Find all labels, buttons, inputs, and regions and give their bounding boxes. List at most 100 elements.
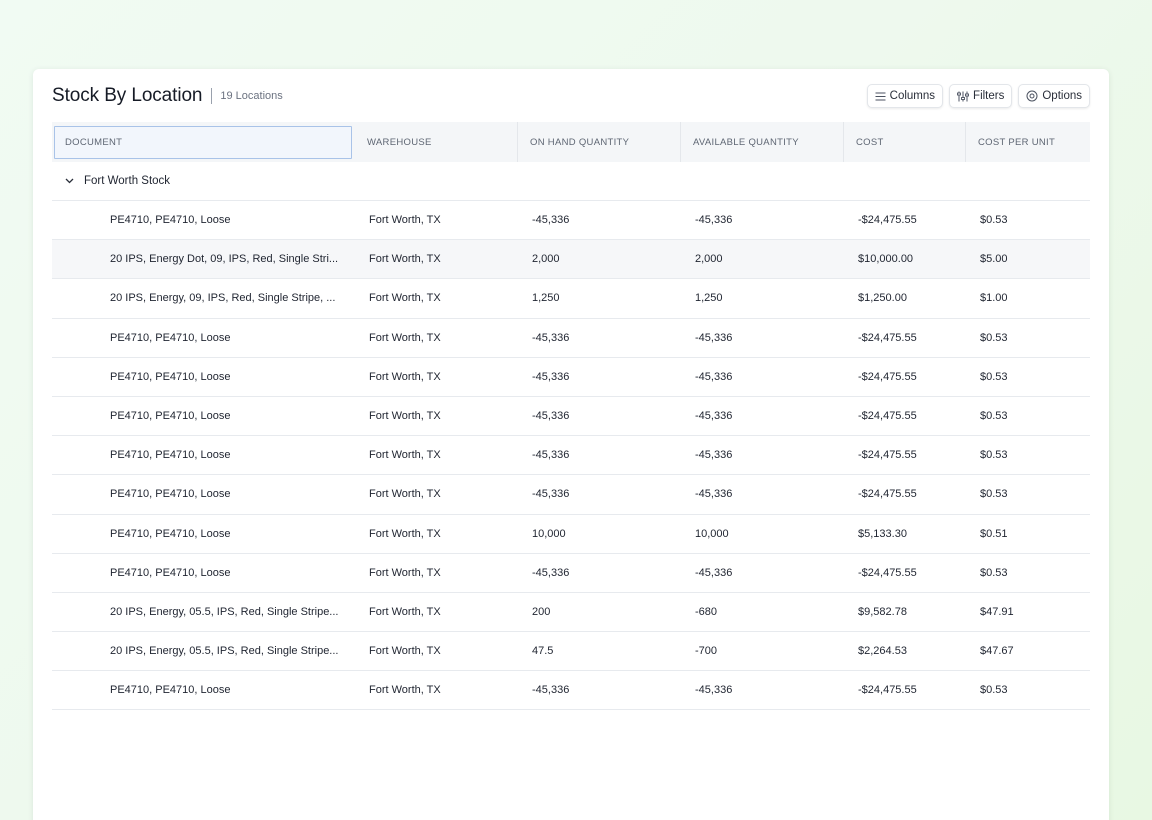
stock-by-location-panel: Stock By Location 19 Locations Columns F… [33,69,1109,820]
cell-warehouse: Fort Worth, TX [369,488,441,501]
cell-document: PE4710, PE4710, Loose [110,488,231,501]
cell-document: 20 IPS, Energy, 05.5, IPS, Red, Single S… [110,605,339,618]
stock-table: DOCUMENT WAREHOUSE ON HAND QUANTITY AVAI… [52,122,1090,711]
cell-available-quantity: -700 [695,645,718,658]
cell-on-hand-quantity: -45,336 [532,214,570,227]
cell-document: PE4710, PE4710, Loose [110,410,231,423]
table-row[interactable]: PE4710, PE4710, Loose Fort Worth, TX -45,3… [52,201,1090,241]
table-body: PE4710, PE4710, Loose Fort Worth, TX -45,3… [52,201,1090,711]
cell-warehouse: Fort Worth, TX [369,370,441,383]
cell-on-hand-quantity: 200 [532,605,551,618]
column-header-cost[interactable]: COST [843,122,965,162]
table-row[interactable]: PE4710, PE4710, Loose Fort Worth, TX -45,3… [52,475,1090,515]
table-row[interactable]: 20 IPS, Energy Dot, 09, IPS, Red, Single… [52,240,1090,280]
cell-available-quantity: -45,336 [695,370,733,383]
title-divider [211,88,213,104]
cell-cost-per-unit: $0.53 [980,684,1008,697]
cell-cost-per-unit: $0.53 [980,566,1008,579]
cell-available-quantity: 10,000 [695,527,729,540]
cell-on-hand-quantity: 10,000 [532,527,566,540]
column-header-cost-per-unit[interactable]: COST PER UNIT [965,122,1088,162]
cell-cost-per-unit: $0.53 [980,331,1008,344]
cell-document: PE4710, PE4710, Loose [110,527,231,540]
cell-available-quantity: -45,336 [695,566,733,579]
column-header-available-quantity[interactable]: AVAILABLE QUANTITY [680,122,843,162]
table-row[interactable]: 20 IPS, Energy, 09, IPS, Red, Single Str… [52,279,1090,319]
column-header-warehouse[interactable]: WAREHOUSE [367,136,432,148]
cell-cost: -$24,475.55 [858,410,917,423]
table-row[interactable]: 20 IPS, Energy, 05.5, IPS, Red, Single S… [52,593,1090,633]
cell-cost: $2,264.53 [858,645,907,658]
cell-cost-per-unit: $0.53 [980,488,1008,501]
cell-available-quantity: -680 [695,605,718,618]
options-button-label: Options [1042,90,1082,102]
options-button[interactable]: Options [1018,84,1090,108]
cell-cost-per-unit: $0.53 [980,214,1008,227]
panel-header: Stock By Location 19 Locations Columns F… [52,83,1090,109]
cell-on-hand-quantity: -45,336 [532,370,570,383]
table-header: DOCUMENT WAREHOUSE ON HAND QUANTITY AVAI… [52,122,1090,162]
list-lines-icon [875,91,886,101]
table-row[interactable]: PE4710, PE4710, Loose Fort Worth, TX 10,00… [52,515,1090,554]
cell-cost: $5,133.30 [858,527,907,540]
cell-cost: -$24,475.55 [858,684,917,697]
cell-available-quantity: -45,336 [695,410,733,423]
cell-warehouse: Fort Worth, TX [369,410,441,423]
table-row[interactable]: PE4710, PE4710, Loose Fort Worth, TX -45,3… [52,397,1090,437]
cell-cost-per-unit: $1.00 [980,292,1008,305]
cell-cost: $9,582.78 [858,605,907,618]
table-row[interactable]: PE4710, PE4710, Loose Fort Worth, TX -45,3… [52,671,1090,711]
cell-available-quantity: -45,336 [695,684,733,697]
cell-document: PE4710, PE4710, Loose [110,566,231,579]
cell-cost-per-unit: $0.53 [980,370,1008,383]
table-row[interactable]: PE4710, PE4710, Loose Fort Worth, TX -45,3… [52,358,1090,397]
page-title: Stock By Location [52,85,203,106]
cell-available-quantity: 1,250 [695,292,723,305]
cell-cost-per-unit: $47.67 [980,645,1014,658]
cell-available-quantity: 2,000 [695,253,723,266]
cell-on-hand-quantity: 1,250 [532,292,560,305]
group-row-fort-worth[interactable]: Fort Worth Stock [52,162,1090,201]
cell-on-hand-quantity: -45,336 [532,684,570,697]
cell-on-hand-quantity: -45,336 [532,410,570,423]
cell-on-hand-quantity: -45,336 [532,566,570,579]
cell-cost: -$24,475.55 [858,214,917,227]
cell-warehouse: Fort Worth, TX [369,566,441,579]
sliders-icon [957,91,969,101]
cell-cost: -$24,475.55 [858,488,917,501]
table-row[interactable]: PE4710, PE4710, Loose Fort Worth, TX -45,3… [52,436,1090,476]
chevron-down-icon[interactable] [65,178,74,184]
column-header-document[interactable]: DOCUMENT [54,125,352,159]
cell-on-hand-quantity: 2,000 [532,253,560,266]
cell-cost: $10,000.00 [858,253,914,266]
cell-available-quantity: -45,336 [695,449,733,462]
cell-cost-per-unit: $0.53 [980,449,1008,462]
table-row[interactable]: PE4710, PE4710, Loose Fort Worth, TX -45,3… [52,554,1090,593]
cell-on-hand-quantity: -45,336 [532,488,570,501]
column-header-document-wrap: DOCUMENT [52,122,354,162]
cell-warehouse: Fort Worth, TX [369,292,441,305]
table-row[interactable]: PE4710, PE4710, Loose Fort Worth, TX -45,3… [52,319,1090,358]
filters-button[interactable]: Filters [949,84,1013,108]
cell-warehouse: Fort Worth, TX [369,214,441,227]
cell-cost: -$24,475.55 [858,566,917,579]
columns-button[interactable]: Columns [866,84,944,108]
cell-warehouse: Fort Worth, TX [369,527,441,540]
cell-warehouse: Fort Worth, TX [369,684,441,697]
cell-document: PE4710, PE4710, Loose [110,214,231,227]
cell-on-hand-quantity: -45,336 [532,331,570,344]
cell-document: PE4710, PE4710, Loose [110,331,231,344]
table-row[interactable]: 20 IPS, Energy, 05.5, IPS, Red, Single S… [52,632,1090,672]
group-label: Fort Worth Stock [84,175,171,187]
cell-cost: $1,250.00 [858,292,907,305]
gear-icon [1026,90,1038,102]
cell-document: 20 IPS, Energy Dot, 09, IPS, Red, Single… [110,253,339,266]
cell-on-hand-quantity: 47.5 [532,645,554,658]
toolbar: Columns Filters Options [866,84,1090,108]
cell-document: 20 IPS, Energy, 05.5, IPS, Red, Single S… [110,645,339,658]
cell-document: PE4710, PE4710, Loose [110,449,231,462]
column-header-on-hand-quantity[interactable]: ON HAND QUANTITY [517,122,680,162]
cell-available-quantity: -45,336 [695,214,733,227]
filters-button-label: Filters [973,90,1005,102]
cell-document: 20 IPS, Energy, 09, IPS, Red, Single Str… [110,292,336,305]
